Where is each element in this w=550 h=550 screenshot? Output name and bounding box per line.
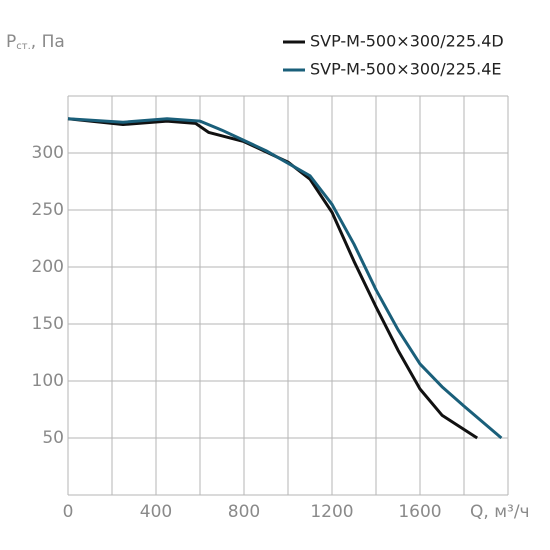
y-tick-label: 50 xyxy=(42,428,64,448)
series-line xyxy=(67,117,479,440)
x-tick-label: 0 xyxy=(63,502,74,522)
y-tick-label: 250 xyxy=(32,200,64,220)
y-axis-label: Pст., Па xyxy=(6,32,65,52)
x-tick-label: 1600 xyxy=(398,502,441,522)
x-tick-label: 1200 xyxy=(310,502,353,522)
y-label-main: P xyxy=(6,32,16,52)
x-axis-label: Q, м³/ч xyxy=(470,502,530,522)
y-tick-label: 150 xyxy=(32,314,64,334)
y-label-unit: , Па xyxy=(31,32,65,52)
y-tick-label: 100 xyxy=(32,371,64,391)
y-tick-label: 300 xyxy=(32,143,64,163)
x-tick-label: 400 xyxy=(140,502,172,522)
x-tick-label: 800 xyxy=(228,502,260,522)
series-line xyxy=(67,117,503,440)
y-label-sub: ст. xyxy=(16,41,31,52)
y-tick-label: 200 xyxy=(32,257,64,277)
legend-label: SVP-M-500×300/225.4E xyxy=(310,60,502,79)
legend-label: SVP-M-500×300/225.4D xyxy=(310,32,504,51)
